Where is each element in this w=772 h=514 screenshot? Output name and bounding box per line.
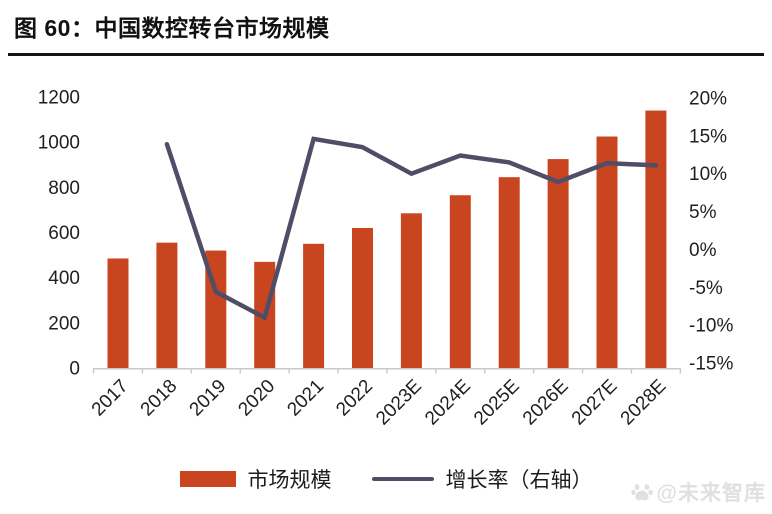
left-axis-tick-labels: 0 200 400 600 800 1000 1200 xyxy=(38,88,80,380)
x-category-label: 2019 xyxy=(186,376,231,421)
x-category-label: 2017 xyxy=(88,376,133,421)
x-axis xyxy=(92,367,682,374)
x-category-label: 2027E xyxy=(568,376,622,430)
left-axis-tick: 600 xyxy=(48,223,80,244)
bar-2023E xyxy=(400,213,422,368)
x-category-label: 2024E xyxy=(421,376,475,430)
left-axis-tick: 400 xyxy=(48,268,80,289)
chart-legend: 市场规模 增长率（右轴） xyxy=(0,462,772,496)
bar-2027E xyxy=(596,136,618,368)
growth-rate-line xyxy=(164,136,659,321)
legend-item-growth-rate: 增长率（右轴） xyxy=(371,464,593,494)
right-axis-tick: 5% xyxy=(689,202,717,223)
bar-2024E xyxy=(449,195,471,368)
title-divider xyxy=(8,53,764,56)
x-category-label: 2018 xyxy=(137,376,182,421)
left-axis-tick: 1000 xyxy=(38,133,80,154)
bar-2026E xyxy=(547,159,569,368)
bar-2022 xyxy=(352,227,373,368)
market-size-bars xyxy=(107,110,667,369)
left-axis-tick: 800 xyxy=(48,178,80,199)
bar-2018 xyxy=(156,242,178,368)
right-axis-tick: 20% xyxy=(689,89,727,110)
bar-2028E xyxy=(645,110,667,369)
right-axis-tick: -15% xyxy=(689,354,733,375)
x-category-label: 2025E xyxy=(470,376,524,430)
chart-area: 0 200 400 600 800 1000 1200 -15% -10% -5% 0% 5% 10% 1… xyxy=(0,58,772,450)
right-axis-tick: 10% xyxy=(689,164,727,185)
right-axis-tick: -10% xyxy=(689,316,733,337)
left-axis-tick: 1200 xyxy=(38,88,80,109)
legend-label-growth-rate: 增长率（右轴） xyxy=(445,469,593,492)
bar-2025E xyxy=(498,177,520,368)
market-size-growth-chart: 0 200 400 600 800 1000 1200 -15% -10% -5% 0% 5% 10% 1… xyxy=(38,88,734,430)
x-axis-category-labels: 2017 2018 2019 2020 2021 20222023E2024E2025E2… xyxy=(88,376,671,430)
legend-bar-swatch xyxy=(179,471,236,487)
right-axis-tick-labels: -15% -10% -5% 0% 5% 10% 15% 20% xyxy=(689,89,733,375)
right-axis-tick: -5% xyxy=(689,278,723,299)
watermark: @未来智库 xyxy=(630,477,766,507)
right-axis-tick: 15% xyxy=(689,126,727,147)
legend-item-market-size: 市场规模 xyxy=(179,464,332,494)
left-axis-tick: 200 xyxy=(48,313,80,334)
paw-icon xyxy=(630,484,653,501)
right-axis-tick: 0% xyxy=(689,240,717,261)
legend-line-swatch xyxy=(371,477,434,481)
figure-title: 图 60：中国数控转台市场规模 xyxy=(14,15,330,41)
x-category-label: 2028E xyxy=(617,376,671,430)
x-category-label: 2022 xyxy=(332,376,377,421)
legend-label-market-size: 市场规模 xyxy=(247,469,332,492)
bar-2017 xyxy=(107,258,129,368)
bar-2021 xyxy=(303,243,325,368)
left-axis-tick: 0 xyxy=(69,359,80,380)
watermark-text: @未来智库 xyxy=(656,482,766,505)
x-category-label: 2023E xyxy=(372,376,426,430)
x-category-label: 2026E xyxy=(519,376,573,430)
x-category-label: 2020 xyxy=(234,376,279,421)
x-category-label: 2021 xyxy=(283,376,328,421)
